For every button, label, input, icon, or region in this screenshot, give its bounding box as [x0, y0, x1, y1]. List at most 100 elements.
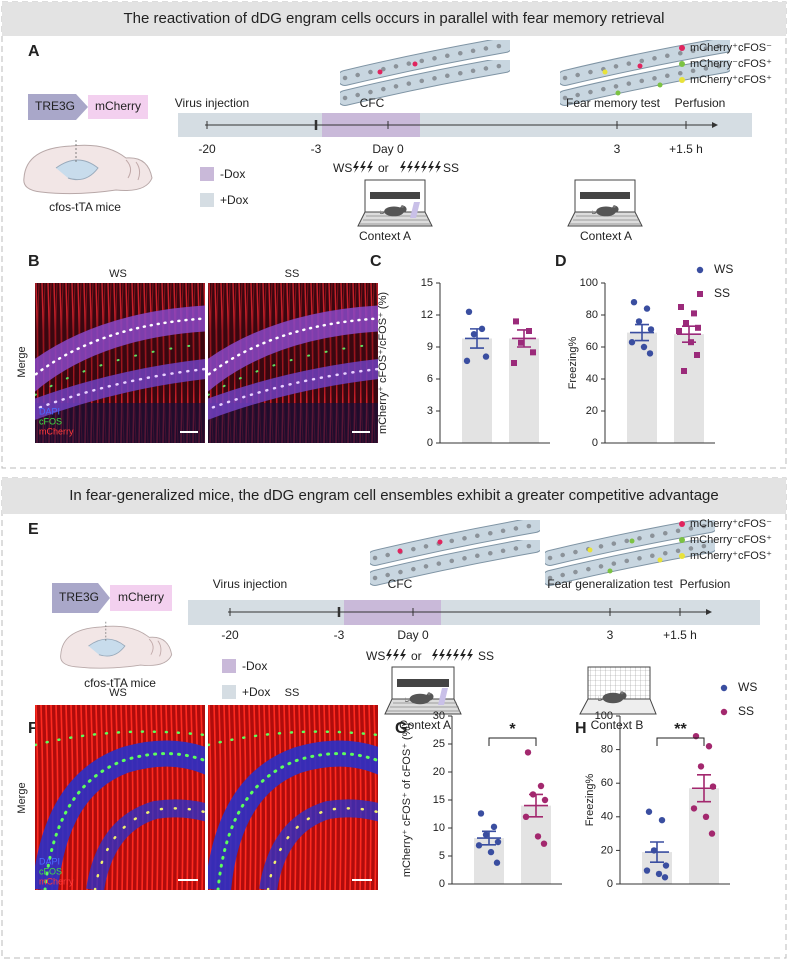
legend-label: SS	[738, 704, 754, 718]
timeline-label: 3	[614, 142, 621, 156]
timeline-label: Day 0	[397, 628, 429, 642]
legend-dot	[679, 553, 685, 559]
timeline-label: 3	[607, 628, 614, 642]
decoration	[400, 161, 406, 173]
data-point	[534, 833, 542, 840]
event-label: Perfusion	[680, 577, 731, 591]
data-point	[678, 304, 684, 310]
data-point	[513, 318, 519, 325]
decoration	[439, 649, 445, 661]
y-axis-label: mCherry⁺ cFOS⁺ of cFOS⁺ (%)	[401, 723, 413, 877]
y-axis-label: Freezing%	[567, 336, 579, 389]
y-tick-label: 15	[421, 277, 433, 289]
y-tick-label: 25	[433, 738, 445, 750]
legend-dot	[679, 45, 685, 51]
data-point	[477, 810, 485, 817]
cell-dot	[587, 547, 593, 553]
timeline-arrow	[712, 122, 718, 128]
error-bar	[477, 830, 501, 846]
decoration	[397, 679, 449, 687]
legend-marker	[720, 684, 728, 692]
data-point	[708, 830, 716, 837]
legend-dot	[679, 61, 685, 67]
data-point	[628, 339, 636, 346]
data-point	[518, 339, 524, 346]
cell-dot	[602, 69, 608, 75]
context-box	[357, 179, 433, 227]
decoration	[467, 649, 473, 661]
dox-swatch	[200, 193, 214, 207]
data-point	[690, 805, 698, 812]
decoration	[438, 688, 448, 705]
stim-label: WS	[333, 161, 352, 175]
y-tick-label: 3	[427, 405, 433, 417]
legend-marker	[696, 266, 704, 274]
timeline-label: -20	[221, 628, 239, 642]
legend-label: WS	[738, 680, 757, 694]
event-label: Fear generalization test	[547, 577, 673, 591]
dox-label: +Dox	[220, 193, 248, 207]
context-label: Context A	[359, 229, 411, 243]
legend-label: mCherry⁻cFOS⁺	[690, 58, 772, 70]
significance-bracket	[656, 737, 705, 746]
y-tick-label: 5	[439, 850, 445, 862]
timeline-label: +1.5 h	[663, 628, 697, 642]
image-title: SS	[285, 268, 300, 280]
data-point	[465, 308, 473, 315]
legend-label: mCherry⁺cFOS⁻	[690, 42, 772, 54]
error-bar	[677, 325, 701, 343]
context-box	[567, 179, 643, 227]
decoration	[360, 161, 366, 173]
data-point	[524, 749, 532, 756]
decoration	[370, 192, 420, 199]
section-title: In fear-generalized mice, the dDG engram…	[69, 487, 719, 504]
error-bar	[465, 328, 489, 349]
error-bar	[630, 323, 654, 342]
construct-gene	[88, 95, 148, 119]
data-point	[470, 331, 478, 338]
data-point	[490, 823, 498, 831]
row-label: Merge	[16, 346, 28, 377]
data-point	[683, 320, 689, 326]
decoration	[428, 161, 434, 173]
data-point	[511, 360, 517, 366]
legend-marker	[697, 291, 703, 297]
data-point	[493, 859, 501, 866]
data-point	[541, 796, 549, 804]
event-label: CFC	[388, 577, 413, 591]
section-banner	[2, 2, 786, 36]
y-tick-label: 20	[586, 405, 598, 417]
y-tick-label: 40	[586, 373, 598, 385]
context-box	[384, 666, 462, 715]
shock-icons	[386, 649, 473, 661]
y-tick-label: 30	[433, 710, 445, 722]
image-title: WS	[109, 687, 127, 699]
legend-dot	[679, 537, 685, 543]
data-point	[647, 326, 655, 333]
decoration	[393, 649, 399, 661]
legend-label: mCherry⁻cFOS⁺	[690, 534, 772, 546]
data-point	[655, 870, 663, 878]
y-tick-label: 15	[433, 794, 445, 806]
data-point	[487, 848, 495, 856]
context-label: Context A	[399, 718, 451, 732]
bar	[689, 788, 719, 884]
channel-label: DAPI	[39, 856, 60, 866]
data-point	[658, 816, 666, 824]
decoration	[410, 202, 420, 218]
image-title: WS	[109, 268, 127, 280]
panel-label: A	[28, 43, 40, 60]
legend-label: WS	[714, 262, 733, 276]
cell-dot	[615, 90, 621, 96]
y-tick-label: 0	[427, 437, 433, 449]
bar	[674, 334, 704, 443]
decoration	[421, 161, 427, 173]
y-tick-label: 0	[439, 878, 445, 890]
cell-dot	[437, 539, 443, 545]
micrograph	[208, 705, 388, 890]
panel-label: G	[395, 720, 407, 737]
y-tick-label: 6	[427, 373, 433, 385]
construct-gene	[110, 585, 172, 611]
y-tick-label: 9	[427, 341, 433, 353]
event-label: Virus injection	[213, 577, 287, 591]
